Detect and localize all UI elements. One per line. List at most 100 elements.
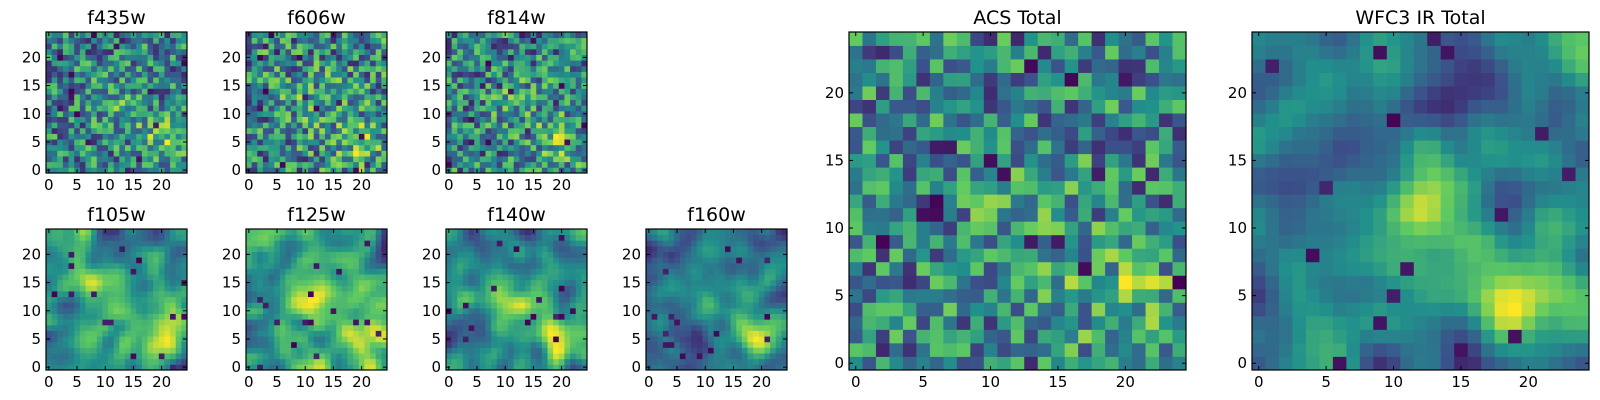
heatmap-cell [889, 234, 904, 249]
heatmap-cell [324, 240, 331, 247]
heatmap-cell [141, 251, 148, 258]
heatmap-cell [291, 353, 298, 360]
heatmap-cell [181, 60, 188, 67]
heatmap-cell [251, 43, 258, 50]
heatmap-cell [119, 251, 126, 258]
heatmap-cell [113, 347, 120, 354]
heatmap-cell [553, 65, 560, 72]
heatmap-cell [547, 279, 554, 286]
heatmap-cell [651, 268, 658, 275]
heatmap-cell [474, 150, 481, 157]
heatmap-cell [136, 110, 143, 117]
heatmap-cell [85, 133, 92, 140]
heatmap-cell [491, 279, 498, 286]
heatmap-cell [336, 330, 343, 337]
heatmap-cell [341, 139, 348, 146]
heatmap-cell [313, 48, 320, 55]
heatmap-cell [336, 77, 343, 84]
heatmap-cell [691, 302, 698, 309]
heatmap-cell [1051, 288, 1066, 303]
heatmap-cell [547, 307, 554, 314]
heatmap-cell [262, 150, 269, 157]
heatmap-cell [170, 71, 177, 78]
heatmap-cell [358, 240, 365, 247]
x-tick-label: 20 [352, 176, 371, 194]
heatmap-cell [491, 268, 498, 275]
heatmap-cell [170, 302, 177, 309]
heatmap-cell [153, 324, 160, 331]
heatmap-cell [79, 240, 86, 247]
heatmap-cell [764, 324, 771, 331]
heatmap-cell [51, 167, 58, 174]
heatmap-cell [564, 319, 571, 326]
heatmap-cell [246, 65, 253, 72]
heatmap-cell [508, 60, 515, 67]
heatmap-cell [524, 133, 531, 140]
heatmap-cell [764, 257, 771, 264]
heatmap-cell [381, 37, 388, 44]
heatmap-cell [747, 336, 754, 343]
heatmap-cell [124, 156, 131, 163]
heatmap-cell [558, 234, 565, 241]
heatmap-cell [474, 43, 481, 50]
heatmap-cell [508, 274, 515, 281]
heatmap-cell [336, 324, 343, 331]
heatmap-cell [68, 156, 75, 163]
heatmap-cell [353, 279, 360, 286]
heatmap-cell [1105, 342, 1119, 357]
heatmap-cell [575, 167, 582, 174]
heatmap-cell [158, 43, 165, 50]
heatmap-cell [581, 291, 588, 298]
heatmap-cell [108, 330, 115, 337]
heatmap-cell [285, 167, 292, 174]
heatmap-cell [983, 194, 998, 209]
heatmap-cell [451, 358, 458, 365]
heatmap-cell [119, 105, 126, 112]
heatmap-cell [849, 329, 863, 344]
heatmap-cell [581, 302, 588, 309]
heatmap-cell [279, 285, 286, 292]
panel-title: f435w [87, 7, 146, 29]
heatmap-cell [246, 156, 253, 163]
heatmap-cell [119, 313, 126, 320]
heatmap-cell [474, 268, 481, 275]
heatmap-cell [1064, 342, 1079, 357]
heatmap-cell [662, 234, 669, 241]
heatmap-cell [719, 319, 726, 326]
heatmap-cell [547, 99, 554, 106]
heatmap-cell [929, 261, 944, 276]
heatmap-cell [164, 82, 171, 89]
heatmap-cell [770, 291, 777, 298]
heatmap-cell [330, 324, 337, 331]
heatmap-cell [536, 116, 543, 123]
heatmap-cell [91, 37, 98, 44]
heatmap-cell [485, 122, 492, 129]
heatmap-cell [662, 364, 669, 371]
heatmap-cell [1064, 315, 1079, 330]
heatmap-cell [341, 60, 348, 67]
heatmap-cell [181, 229, 188, 236]
heatmap-cell [46, 94, 53, 101]
heatmap-cell [358, 60, 365, 67]
heatmap-cell [274, 257, 281, 264]
heatmap-cell [124, 307, 131, 314]
heatmap-cell [575, 307, 582, 314]
heatmap-cell [770, 296, 777, 303]
heatmap-cell [564, 274, 571, 281]
heatmap-cell [474, 54, 481, 61]
heatmap-cell [251, 358, 258, 365]
heatmap-cell [753, 336, 760, 343]
heatmap-cell [547, 324, 554, 331]
heatmap-cell [446, 48, 453, 55]
heatmap-cell [347, 336, 354, 343]
heatmap-cell [113, 32, 120, 39]
heatmap-cell [68, 324, 75, 331]
heatmap-cell [262, 319, 269, 326]
heatmap-cell [691, 285, 698, 292]
heatmap-cell [496, 341, 503, 348]
heatmap-cell [479, 110, 486, 117]
axes-frame [645, 228, 788, 371]
heatmap-cell [285, 296, 292, 303]
heatmap-cell [691, 319, 698, 326]
heatmap-cell [330, 43, 337, 50]
